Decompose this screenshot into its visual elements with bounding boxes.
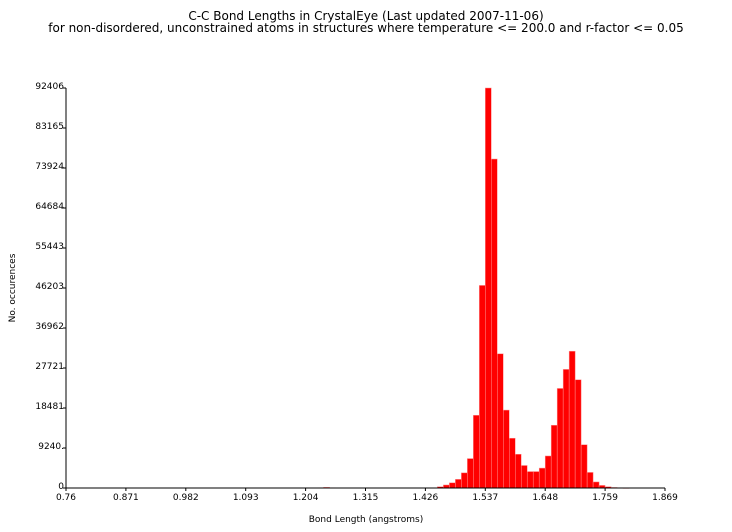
histogram-bar [532,471,540,489]
histogram-bar [455,479,462,489]
chart-subtitle: for non-disordered, unconstrained atoms … [48,21,684,35]
x-tick-label: 0.982 [173,493,199,503]
histogram-bar [461,472,468,489]
y-tick-label: 83165 [35,122,64,132]
x-tick-label: 1.648 [532,493,558,503]
chart-title: C-C Bond Lengths in CrystalEye (Last upd… [188,9,544,23]
histogram-bar [568,350,576,489]
y-tick-label: 73924 [35,162,64,172]
x-axis-label: Bond Length (angstroms) [308,515,424,525]
histogram-bar [509,437,516,489]
y-tick-label: 27721 [35,362,64,372]
x-ticks-group: 0.76 0.871 0.982 1.093 1.204 1.315 1.426 1.537 1… [56,488,678,503]
bars-group [317,87,630,489]
y-tick-label: 92406 [35,82,64,92]
histogram-bar [449,482,456,489]
x-tick-label: 1.537 [472,493,498,503]
histogram-bar [544,455,552,489]
histogram-bar [479,285,486,489]
y-tick-label: 64684 [35,202,64,212]
x-tick-label: 1.759 [592,493,618,503]
histogram-bar [467,458,474,489]
histogram-bar [473,415,480,489]
x-tick-label: 1.093 [233,493,259,503]
histogram-bar [491,158,498,489]
histogram-bar [520,465,528,489]
histogram-bar [580,444,588,489]
histogram-bar [503,409,510,489]
x-tick-label: 0.871 [113,493,139,503]
y-tick-label: 0 [58,482,64,492]
y-tick-label: 9240. [38,442,64,452]
histogram-bar [574,379,582,489]
y-tick-label: 18481 [35,402,64,412]
histogram-bar [485,87,492,489]
x-tick-label: 1.204 [293,493,319,503]
histogram-bar [556,388,564,489]
x-tick-label: 1.869 [652,493,678,503]
y-tick-label: 46203 [35,282,64,292]
histogram-bar [526,471,534,489]
histogram-bar [550,424,558,489]
y-tick-label: 36962 [35,322,64,332]
y-tick-label: 55443 [35,242,64,252]
histogram-bar [497,353,504,489]
histogram-bar [538,467,546,489]
x-tick-label: 0.76 [56,493,76,503]
x-tick-label: 1.426 [413,493,439,503]
histogram-bar [586,472,594,489]
histogram-bar [562,369,570,489]
histogram-bar [592,481,600,489]
histogram-bar [515,453,522,489]
y-ticks-group: 0 9240. 18481 27721 36962 46203 55443 64684 7392… [35,82,66,492]
x-tick-label: 1.315 [353,493,379,503]
